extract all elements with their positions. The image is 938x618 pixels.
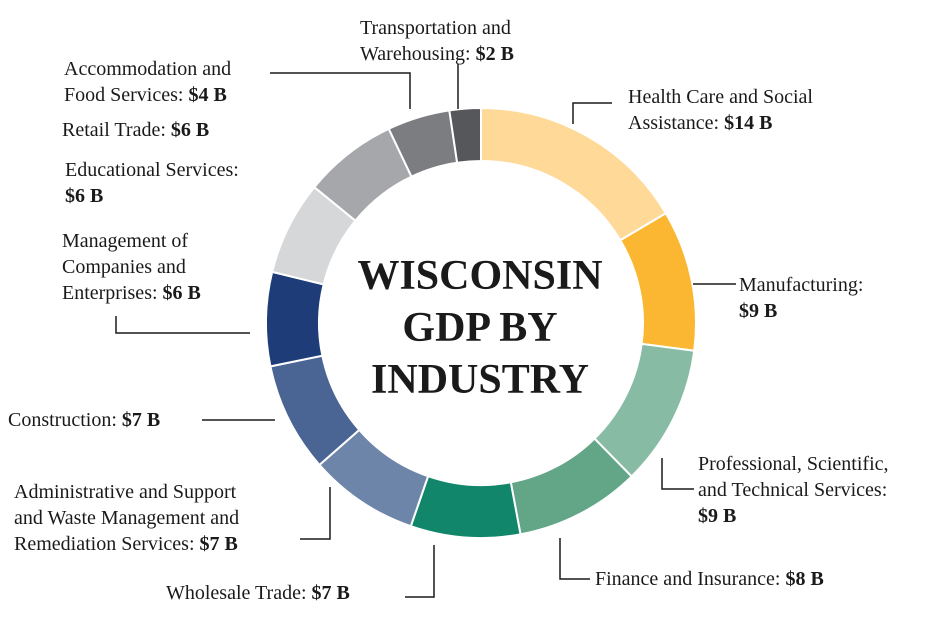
value-retail: $6 B [170, 119, 210, 141]
label-manufacturing-line-1: Manufacturing: [739, 274, 864, 296]
center-title-line-1: WISCONSIN [357, 253, 603, 299]
label-educational-line-1: Educational Services: [65, 159, 239, 181]
label-administrative: Administrative and Support and Waste Man… [14, 479, 239, 557]
label-transportation-line-2: Warehousing: [360, 43, 471, 65]
leader-line-professional [661, 458, 694, 490]
label-professional-line-1: Professional, Scientific, [698, 453, 889, 475]
label-health-care: Health Care and Social Assistance: $14 B [628, 84, 813, 136]
label-management-line-1: Management of [62, 230, 189, 252]
value-educational: $6 B [65, 185, 104, 207]
slice-transportation-and-warehousing [448, 106, 482, 164]
label-administrative-line-2: and Waste Management and [14, 507, 240, 529]
label-finance-line-1: Finance and Insurance: [595, 568, 781, 590]
value-accommodation: $4 B [188, 84, 227, 106]
value-transportation: $2 B [475, 43, 514, 65]
leader-line-health [572, 102, 612, 124]
label-accommodation-line-1: Accommodation and [64, 58, 232, 80]
label-management: Management of Companies and Enterprises:… [62, 228, 201, 306]
label-accommodation-line-2: Food Services: [64, 84, 184, 106]
value-management: $6 B [162, 282, 201, 304]
label-construction-line-1: Construction: [8, 409, 117, 431]
value-administrative: $7 B [199, 533, 238, 555]
leader-lines [115, 64, 736, 598]
label-health-care-line-2: Assistance: [628, 112, 720, 134]
value-health-care: $14 B [724, 112, 773, 134]
label-retail: Retail Trade: $6 B [62, 117, 209, 143]
leader-line-accommodation [270, 72, 411, 109]
label-accommodation: Accommodation and Food Services: $4 B [64, 56, 231, 108]
label-transportation: Transportation and Warehousing: $2 B [360, 15, 514, 67]
center-title: WISCONSIN GDP BY INDUSTRY [300, 250, 660, 406]
label-health-care-line-1: Health Care and Social [628, 86, 813, 108]
label-wholesale: Wholesale Trade: $7 B [166, 580, 350, 606]
leader-line-management [115, 316, 250, 334]
label-administrative-line-1: Administrative and Support [14, 481, 237, 503]
value-professional: $9 B [698, 505, 737, 527]
label-management-line-3: Enterprises: [62, 282, 158, 304]
label-finance: Finance and Insurance: $8 B [595, 566, 824, 592]
label-educational: Educational Services: $6 B [65, 157, 239, 209]
value-wholesale: $7 B [311, 582, 350, 604]
leader-line-admin [300, 487, 331, 540]
label-construction: Construction: $7 B [8, 407, 160, 433]
label-professional: Professional, Scientific, and Technical … [698, 451, 889, 529]
label-manufacturing: Manufacturing: $9 B [739, 272, 863, 324]
value-finance: $8 B [785, 568, 824, 590]
label-management-line-2: Companies and [62, 256, 186, 278]
label-administrative-line-3: Remediation Services: [14, 533, 195, 555]
leader-line-finance [559, 538, 590, 580]
label-transportation-line-1: Transportation and [360, 17, 511, 39]
leader-line-wholesale [405, 545, 435, 598]
value-manufacturing: $9 B [739, 300, 778, 322]
slice-wholesale-trade [409, 474, 522, 539]
value-construction: $7 B [121, 409, 161, 431]
label-retail-line-1: Retail Trade: [62, 119, 166, 141]
donut-slices [265, 106, 697, 539]
label-professional-line-2: and Technical Services: [698, 479, 888, 501]
label-wholesale-line-1: Wholesale Trade: [166, 582, 307, 604]
center-title-line-3: INDUSTRY [371, 357, 589, 403]
center-title-line-2: GDP BY [402, 305, 558, 351]
